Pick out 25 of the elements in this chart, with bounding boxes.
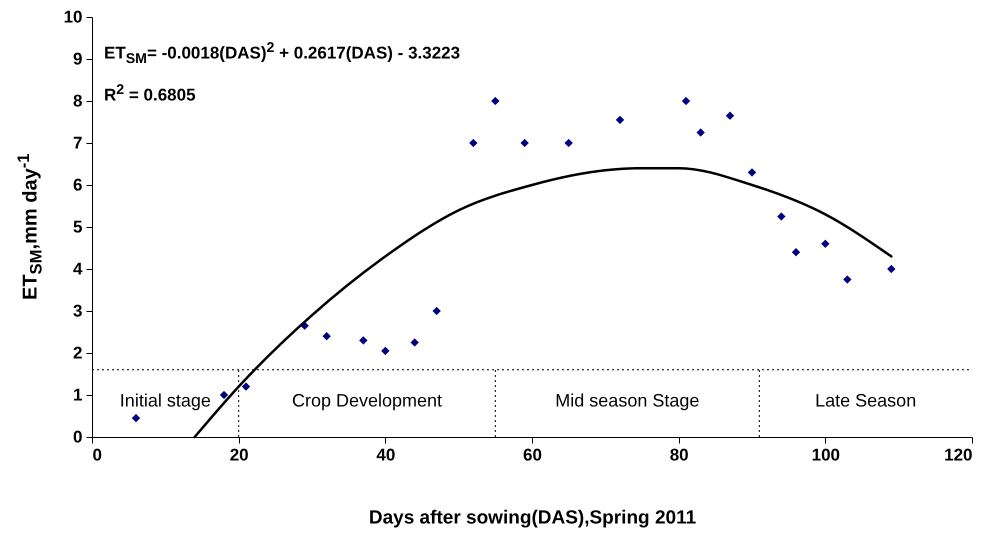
y-tick-label: 6 xyxy=(73,176,82,194)
x-tick-label: 20 xyxy=(230,446,249,464)
annotation: Crop Development xyxy=(292,390,442,410)
y-tick-label: 7 xyxy=(73,134,82,152)
annotation: Mid season Stage xyxy=(555,390,700,410)
x-tick-label: 60 xyxy=(523,446,542,464)
x-tick-label: 120 xyxy=(944,446,972,464)
annotation: Late Season xyxy=(815,390,916,410)
annotation: ET$_{SM}$= -0.0018(DAS)$^{2}$ + 0.2617(DAS) - 3.3223 xyxy=(104,40,460,68)
y-tick-label: 1 xyxy=(73,386,82,404)
x-tick-label: 80 xyxy=(670,446,689,464)
x-tick-label: 100 xyxy=(812,446,840,464)
x-tick-label: 40 xyxy=(376,446,396,464)
x-tick-label: 0 xyxy=(92,446,102,464)
y-tick-label: 8 xyxy=(73,92,82,110)
y-tick-label: 10 xyxy=(64,8,82,26)
y-tick-label: 5 xyxy=(73,218,82,236)
y-tick-label: 2 xyxy=(73,344,82,362)
x-axis-title: Days after sowing(DAS),Spring 2011 xyxy=(368,508,697,528)
y-tick-label: 4 xyxy=(73,260,84,278)
y-tick-label: 9 xyxy=(73,50,82,68)
y-tick-label: 0 xyxy=(73,428,82,446)
annotation: R$^{2}$ = 0.6805 xyxy=(104,82,196,106)
y-tick-label: 3 xyxy=(73,302,82,320)
annotation: Initial stage xyxy=(120,390,211,410)
